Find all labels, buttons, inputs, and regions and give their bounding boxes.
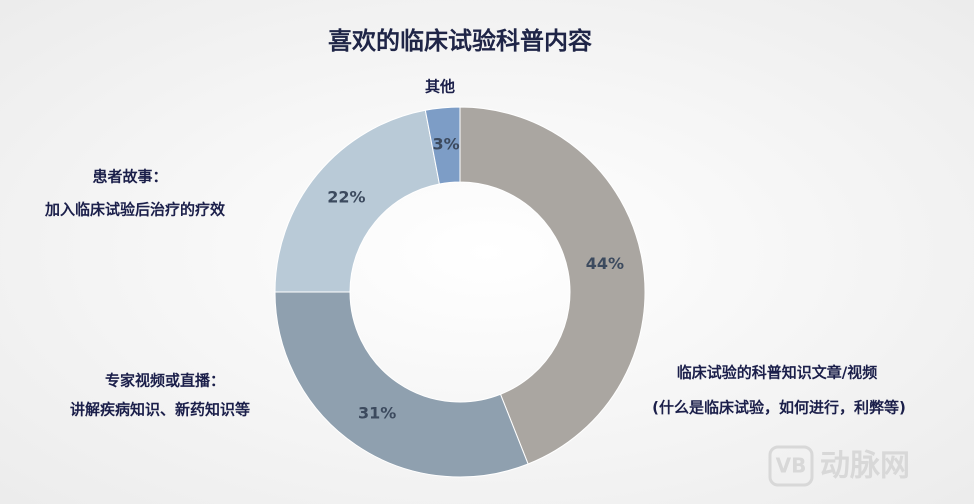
watermark-logo: VB	[776, 454, 807, 478]
watermark-logo-box	[768, 445, 814, 487]
category-label: 患者故事：	[92, 168, 167, 186]
value-label: 3%	[433, 135, 460, 154]
donut-slice	[274, 109, 440, 293]
donut-slice	[274, 291, 529, 478]
watermark-text: 动脉网	[820, 449, 910, 484]
value-label: 22%	[327, 187, 365, 206]
category-label: 临床试验的科普知识文章/视频	[677, 364, 877, 382]
donut-slice	[424, 106, 461, 185]
value-label: 44%	[586, 254, 624, 273]
watermark: VB 动脉网	[768, 445, 910, 487]
value-label: 31%	[358, 403, 396, 422]
donut-slice	[459, 106, 646, 465]
category-label: 讲解疾病知识、新药知识等	[70, 401, 250, 419]
chart-title: 喜欢的临床试验科普内容	[328, 27, 592, 55]
category-label: 专家视频或直播：	[105, 372, 225, 390]
category-label: 其他	[425, 78, 455, 96]
category-label: 加入临床试验后治疗的疗效	[44, 201, 226, 219]
category-label: (什么是临床试验，如何进行，利弊等)	[652, 399, 906, 417]
